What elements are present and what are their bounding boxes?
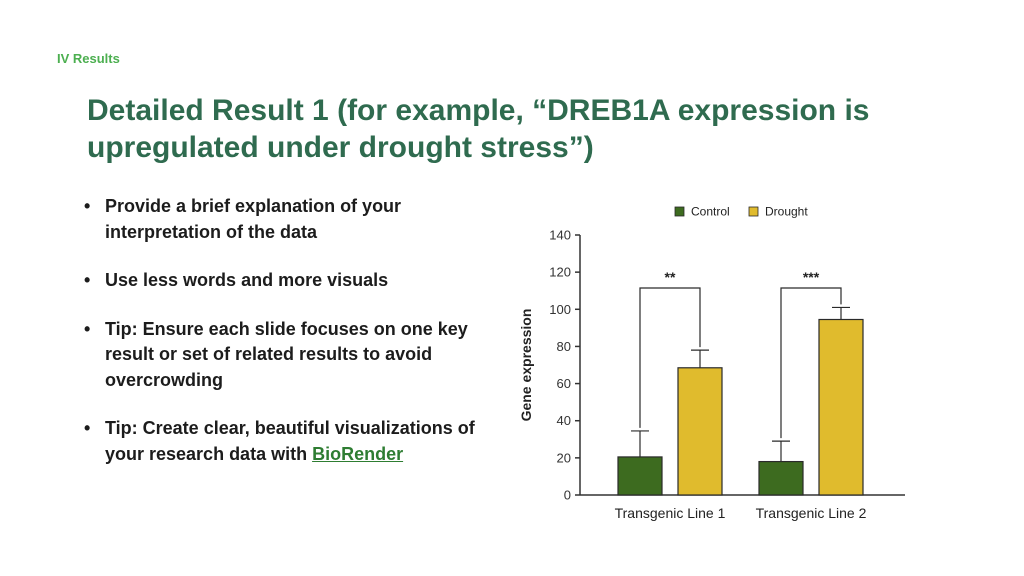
y-tick-label: 40 [557, 413, 571, 428]
significance-label: ** [665, 269, 676, 285]
bullet-list: • Provide a brief explanation of your in… [84, 194, 484, 490]
y-tick-label: 120 [549, 265, 571, 280]
bar-control [758, 460, 804, 496]
y-tick-label: 100 [549, 302, 571, 317]
x-tick-label: Transgenic Line 2 [756, 505, 867, 521]
bullet-text: Tip: Create clear, beautiful visualizati… [105, 418, 475, 464]
bullet-dot: • [84, 196, 91, 216]
y-tick-label: 0 [564, 488, 571, 503]
bullet-item: • Provide a brief explanation of your in… [84, 194, 484, 245]
legend-label: Control [691, 205, 730, 219]
significance-bracket [780, 287, 842, 439]
bar-drought [677, 367, 723, 496]
legend-swatch-control [674, 206, 685, 217]
y-tick-label: 60 [557, 376, 571, 391]
title-line-2: upregulated under drought stress”) [87, 131, 594, 164]
y-tick-label: 80 [557, 339, 571, 354]
biorender-link[interactable]: BioRender [312, 443, 404, 464]
bullet-dot: • [84, 270, 91, 290]
bar-control [617, 456, 663, 496]
y-tick-label: 20 [557, 450, 571, 465]
bullet-item: • Tip: Ensure each slide focuses on one … [84, 317, 484, 394]
x-tick-label: Transgenic Line 1 [615, 505, 726, 521]
title-line-1: Detailed Result 1 (for example, “DREB1A … [87, 94, 870, 127]
significance-bracket [639, 287, 701, 428]
y-axis-label: Gene expression [518, 309, 534, 422]
bullet-text: Use less words and more visuals [105, 270, 389, 290]
slide-title: Detailed Result 1 (for example, “DREB1A … [87, 92, 967, 166]
significance-label: *** [803, 269, 820, 285]
bullet-text: Tip: Ensure each slide focuses on one ke… [105, 318, 468, 390]
bullet-item: • Use less words and more visuals [84, 268, 484, 294]
section-label: IV Results [57, 51, 120, 66]
bullet-dot: • [84, 318, 91, 339]
y-tick-label: 140 [549, 228, 571, 243]
bar-drought [818, 318, 864, 496]
legend-swatch-drought [748, 206, 759, 217]
bullet-item: • Tip: Create clear, beautiful visualiza… [84, 416, 484, 467]
bullet-text: Provide a brief explanation of your inte… [105, 196, 402, 242]
legend-label: Drought [765, 205, 808, 219]
bullet-dot: • [84, 418, 91, 438]
